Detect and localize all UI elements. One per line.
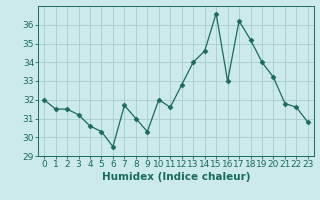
- X-axis label: Humidex (Indice chaleur): Humidex (Indice chaleur): [102, 172, 250, 182]
